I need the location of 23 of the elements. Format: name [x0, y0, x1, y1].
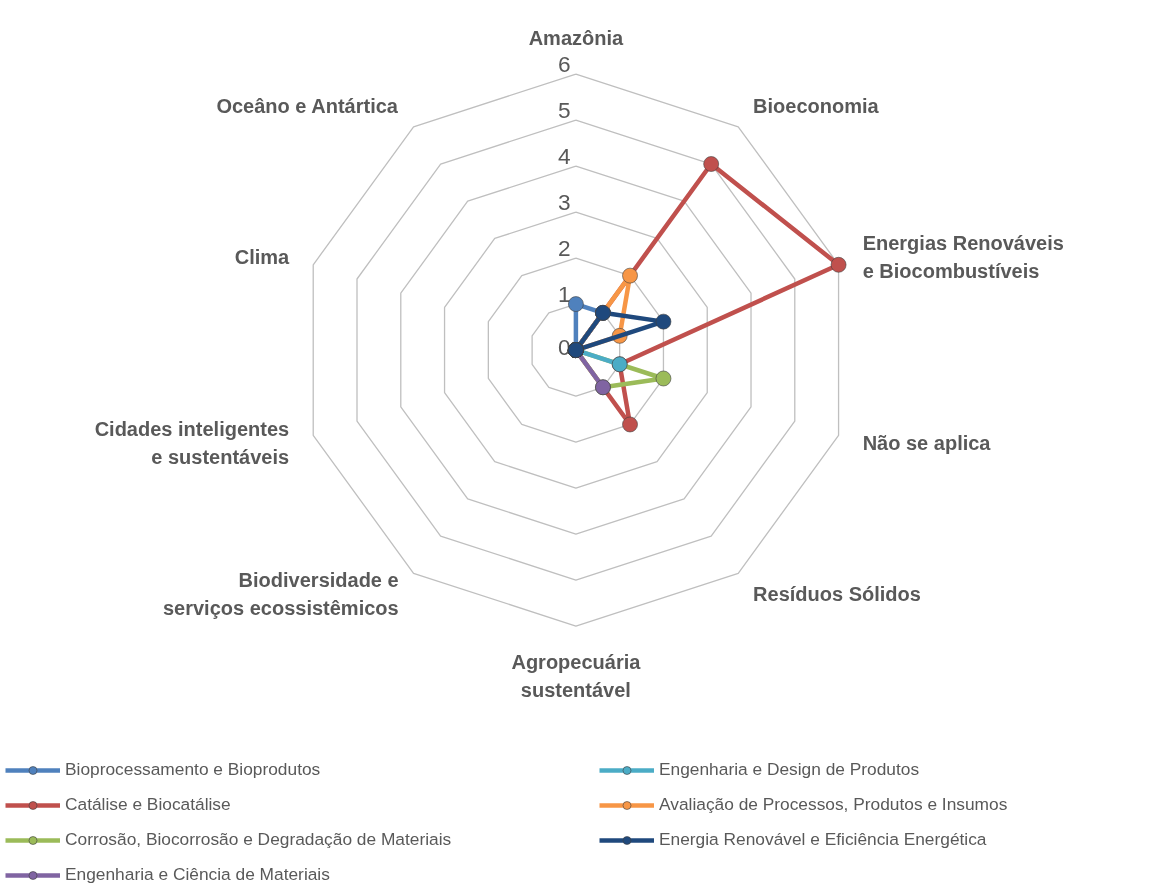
legend-label: Engenharia e Design de Produtos — [659, 759, 921, 780]
spoke-label: Oceâno e Antártica — [216, 95, 399, 118]
y-tick-label: 4 — [558, 142, 571, 169]
legend-label: Avaliação de Processos, Produtos e Insumos — [659, 794, 1009, 815]
spoke-label: Amazônia — [528, 26, 625, 49]
legend-label: Catálise e Biocatálise — [65, 794, 232, 815]
legend-label: Engenharia e Ciência de Materiais — [65, 864, 331, 885]
y-tick-label: 5 — [558, 96, 571, 123]
legend-label: Energia Renovável e Eficiência Energética — [659, 829, 988, 850]
spoke-label: Clima — [234, 245, 291, 268]
legend-label: Bioprocessamento e Bioprodutos — [65, 759, 322, 780]
spoke-label: Biodiversidade e serviços ecossistêmicos — [162, 569, 399, 619]
spoke-label: Não se aplica — [862, 432, 992, 455]
legend-label: Corrosão, Biocorrosão e Degradação de Materiais — [65, 829, 453, 850]
y-tick-label: 1 — [558, 280, 571, 307]
spoke-label: Agropecuária sustentável — [511, 651, 642, 701]
y-tick-label: 2 — [558, 234, 571, 261]
spoke-label: Energias Renováveis e Biocombustíveis — [862, 232, 1064, 282]
spoke-label: Bioeconomia — [753, 95, 880, 118]
spoke-label: Resíduos Sólidos — [753, 582, 921, 605]
y-tick-label: 6 — [558, 50, 571, 77]
y-tick-label: 3 — [558, 188, 571, 215]
spoke-label: Cidades inteligentes e sustentáveis — [94, 418, 290, 468]
